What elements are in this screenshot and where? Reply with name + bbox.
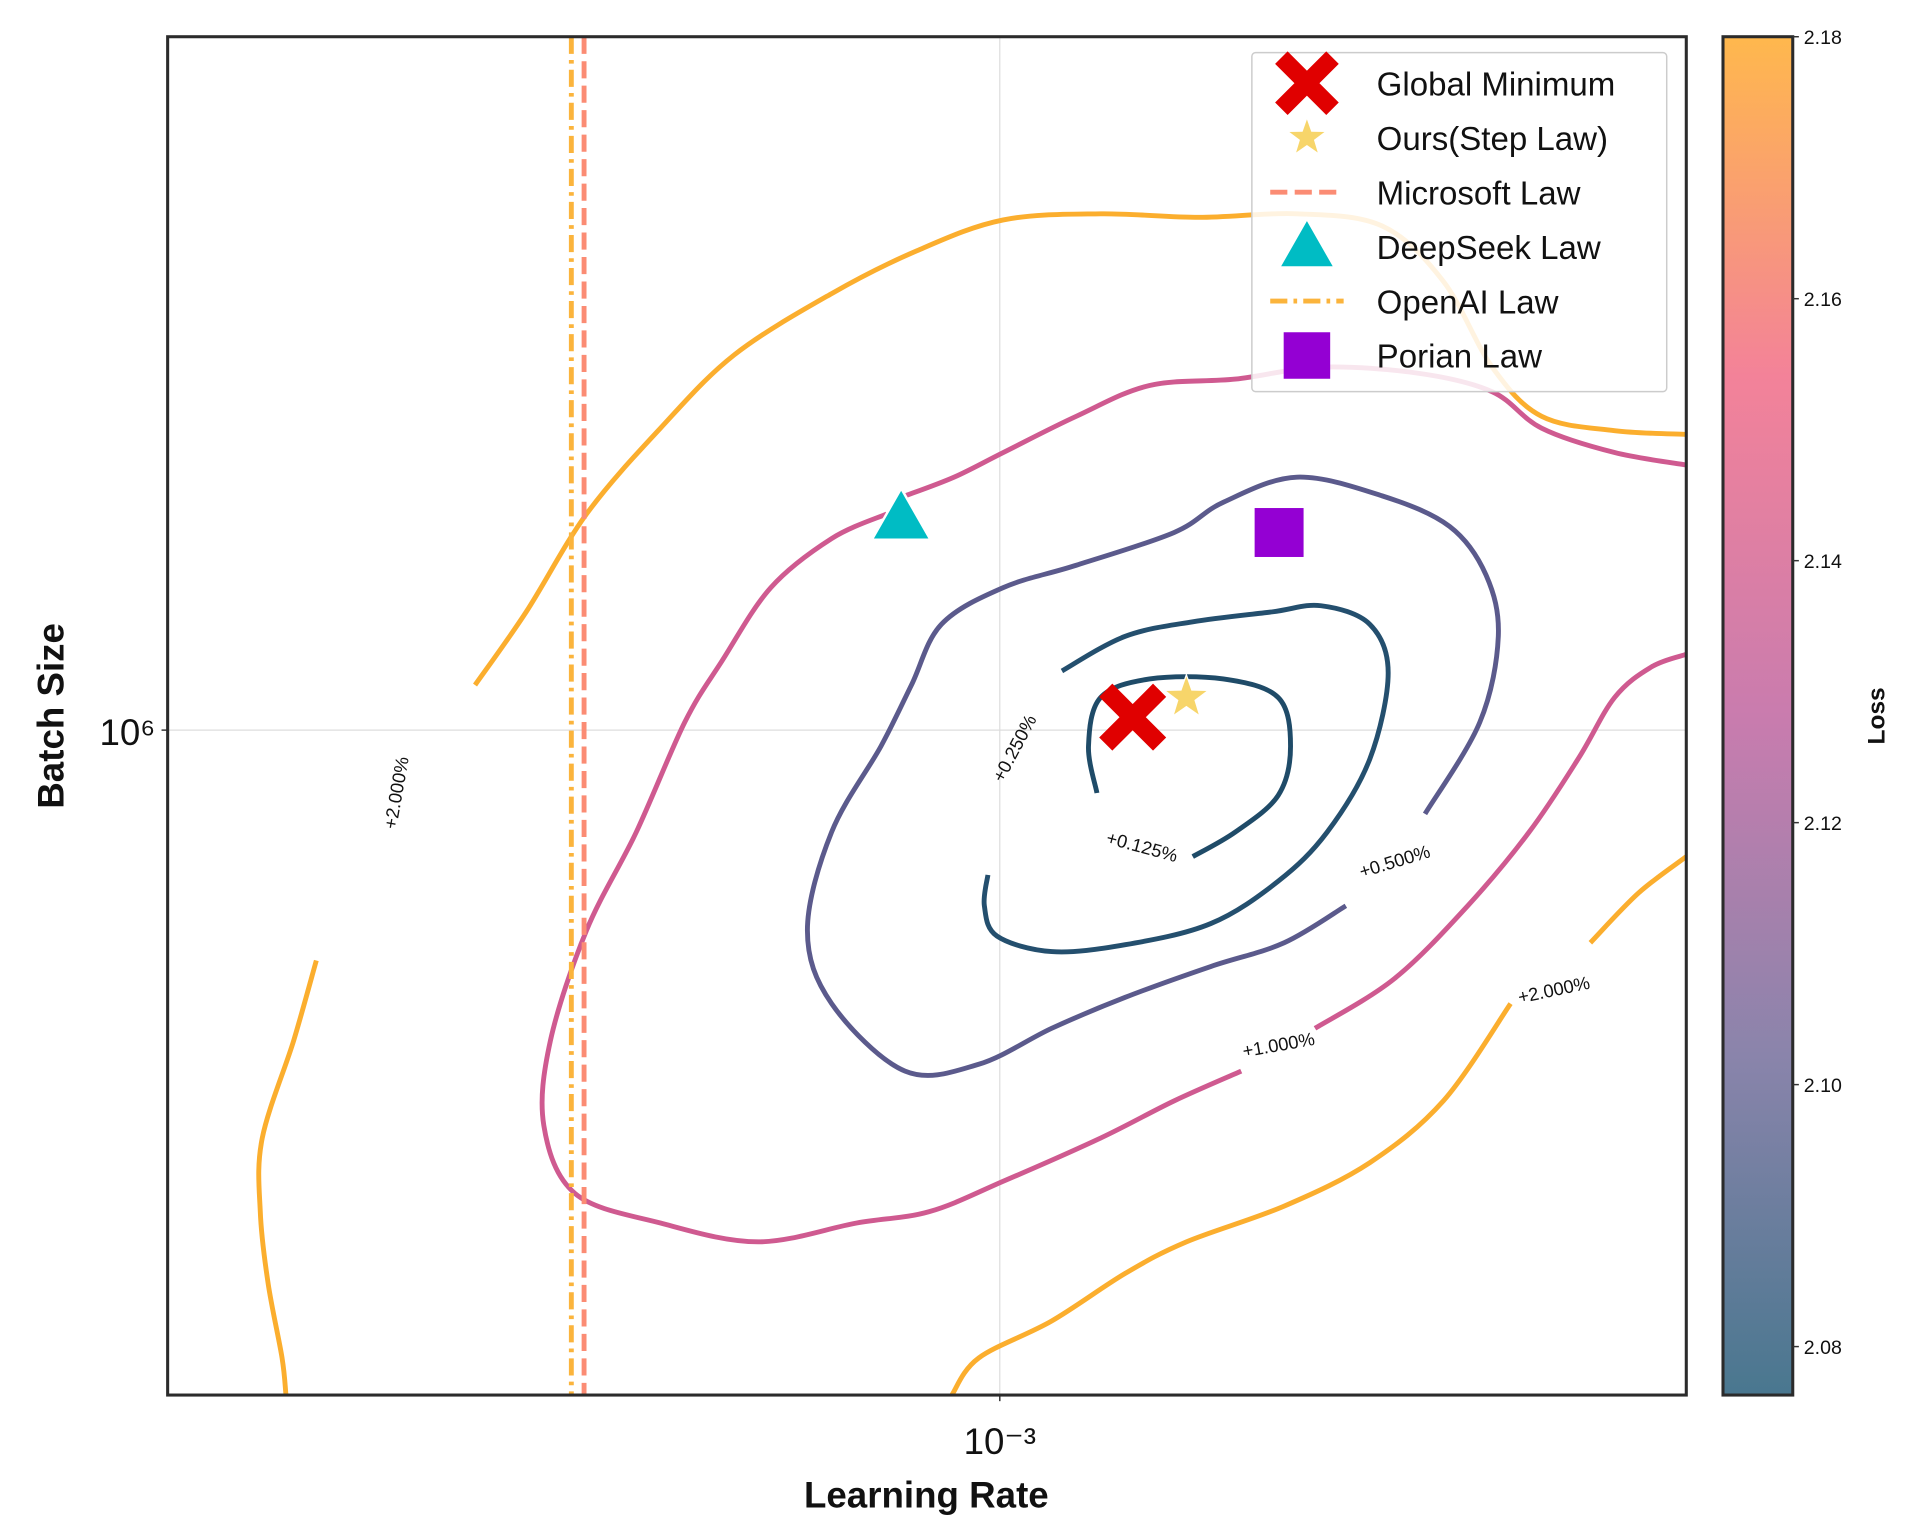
legend-label: Porian Law — [1377, 339, 1542, 376]
colorbar-label: Loss — [1864, 687, 1891, 744]
contour-label: +2.000% — [1516, 972, 1592, 1008]
contour-label: +0.250% — [988, 711, 1041, 785]
contour-label: +0.125% — [1104, 827, 1180, 866]
colorbar-tick-label: 2.10 — [1804, 1075, 1842, 1097]
legend-box — [1251, 51, 1668, 393]
x-tick-label: 10⁻³ — [964, 1421, 1036, 1462]
legend-label: OpenAI Law — [1377, 284, 1559, 321]
contour-line — [539, 364, 1688, 1245]
marker-x — [1275, 51, 1339, 116]
y-axis-label: Batch Size — [31, 623, 72, 809]
contour-line — [256, 959, 319, 1396]
y-tick-label: 10⁶ — [99, 712, 155, 753]
legend-label: Microsoft Law — [1377, 175, 1581, 212]
marker-x — [1099, 683, 1167, 751]
colorbar-tick-label: 2.12 — [1804, 813, 1842, 835]
contour-line — [949, 854, 1688, 1397]
marker-star — [1285, 115, 1328, 156]
plot-frame — [166, 35, 1688, 1397]
colorbar — [1721, 35, 1795, 1397]
marker-square — [1254, 508, 1304, 557]
colorbar-tick-label: 2.08 — [1804, 1337, 1842, 1359]
contour-label: +0.500% — [1357, 840, 1433, 881]
contour-line — [804, 474, 1501, 1078]
contour-label: +2.000% — [379, 755, 412, 830]
contour-label: +1.000% — [1241, 1028, 1316, 1061]
contour-line — [1086, 674, 1293, 859]
legend-label: Global Minimum — [1377, 66, 1616, 103]
contour-line — [981, 602, 1391, 955]
marker-triangle — [1276, 216, 1337, 269]
colorbar-tick-label: 2.16 — [1804, 289, 1842, 311]
legend-label: DeepSeek Law — [1377, 230, 1601, 267]
marker-square — [1283, 332, 1331, 379]
grid-layer — [167, 36, 1687, 1396]
marker-triangle — [869, 485, 933, 541]
x-axis-label: Learning Rate — [804, 1475, 1049, 1516]
legend-label: Ours(Step Law) — [1377, 121, 1608, 158]
colorbar-tick-label: 2.18 — [1804, 27, 1842, 49]
colorbar-tick-label: 2.14 — [1804, 551, 1842, 573]
marker-star — [1162, 672, 1210, 718]
